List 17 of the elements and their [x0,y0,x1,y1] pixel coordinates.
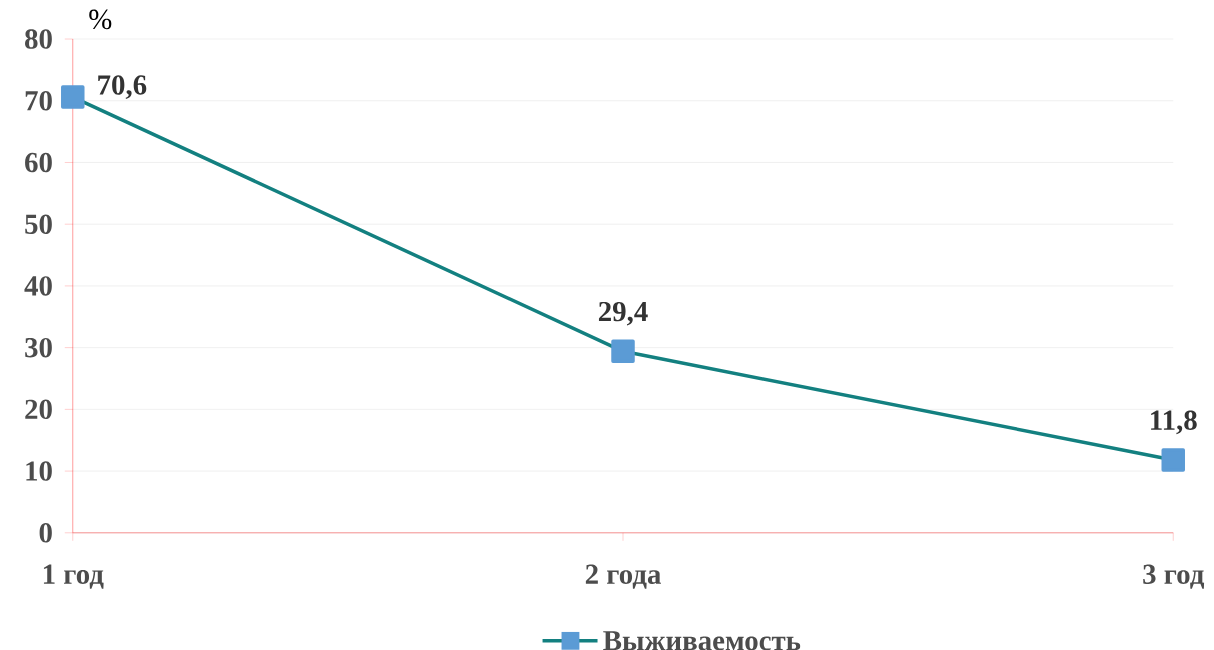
y-axis-title: % [89,9,112,30]
x-tick-label: 3 год [1143,564,1205,589]
legend-label: Выживаемость [603,630,801,650]
x-tick-label: 2 года [585,564,661,589]
y-tick-label: 30 [25,337,52,358]
y-tick-label: 50 [25,214,52,234]
data-label: 29,4 [598,301,648,326]
data-label: 70,6 [98,75,147,99]
y-tick-label: 60 [25,152,52,173]
y-tick-label: 10 [26,461,52,481]
y-tick-label: 20 [25,399,52,419]
y-tick-label: 0 [39,522,52,543]
y-tick-label: 80 [25,29,52,49]
data-label: 11,8 [1151,410,1197,434]
y-tick-label: 70 [25,90,52,111]
y-tick-label: 40 [24,276,52,296]
x-tick-label: 1 год [43,564,104,589]
